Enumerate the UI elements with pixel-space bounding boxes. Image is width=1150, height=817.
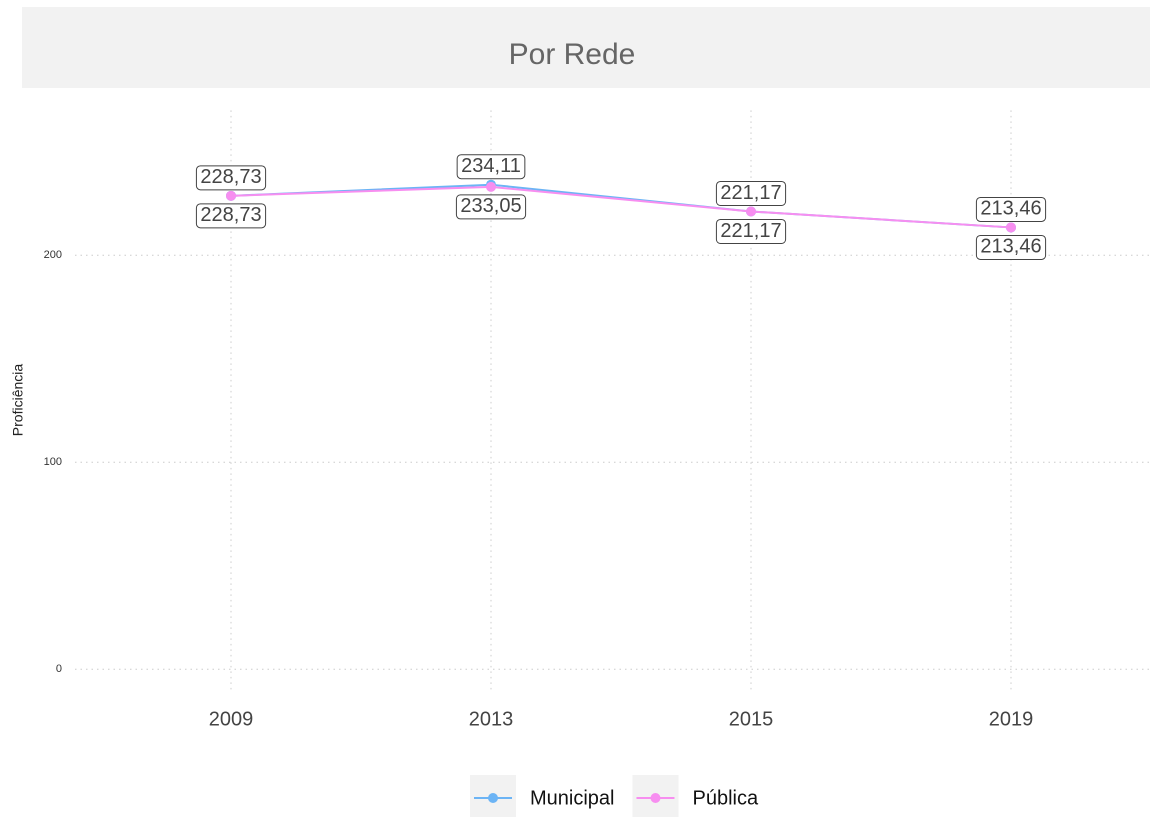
- y-tick-label: 200: [44, 249, 62, 261]
- chart-title: Por Rede: [509, 38, 636, 71]
- data-point: [746, 206, 756, 217]
- series-line: [230, 185, 1012, 229]
- x-tick-label: 2009: [209, 708, 254, 730]
- data-label: 234,11: [456, 154, 526, 180]
- data-label-box: [975, 196, 1047, 222]
- data-label-text: 221,17: [720, 182, 781, 204]
- y-axis-label: Proficiência: [10, 364, 26, 437]
- legend-dot: [650, 793, 661, 803]
- legend-label: Pública: [692, 787, 758, 809]
- legend-dot: [488, 793, 498, 803]
- data-label-box: [975, 234, 1047, 260]
- y-tick-label: 100: [44, 456, 62, 468]
- data-label-text: 233,05: [460, 195, 521, 217]
- data-label-text: 213,46: [980, 198, 1041, 220]
- data-label: 228,73: [195, 165, 267, 191]
- data-point: [486, 181, 496, 192]
- data-label-box: [456, 154, 526, 180]
- data-point: [226, 190, 236, 201]
- data-point: [1006, 222, 1016, 233]
- data-label-box: [195, 203, 267, 229]
- data-label-box: [715, 218, 787, 244]
- data-label-text: 228,73: [200, 166, 261, 188]
- x-tick-label: 2019: [989, 708, 1034, 730]
- data-label-box: [195, 165, 267, 191]
- data-label-box: [455, 194, 527, 220]
- data-label: 213,46: [975, 234, 1047, 260]
- x-tick-label: 2015: [729, 708, 774, 730]
- x-tick-label: 2013: [469, 708, 514, 730]
- data-label: 221,17: [715, 218, 787, 244]
- y-tick-label: 0: [56, 663, 62, 675]
- data-label-box: [715, 180, 787, 206]
- legend-label: Municipal: [530, 787, 614, 809]
- data-label: 233,05: [455, 194, 527, 220]
- data-label: 228,73: [195, 203, 267, 229]
- data-label-text: 221,17: [720, 220, 781, 242]
- data-label-text: 213,46: [980, 236, 1041, 258]
- data-label-text: 228,73: [200, 204, 261, 226]
- data-label: 221,17: [715, 180, 787, 206]
- data-label: 213,46: [975, 196, 1047, 222]
- data-label-text: 234,11: [461, 155, 521, 177]
- title-bar: [22, 7, 1150, 88]
